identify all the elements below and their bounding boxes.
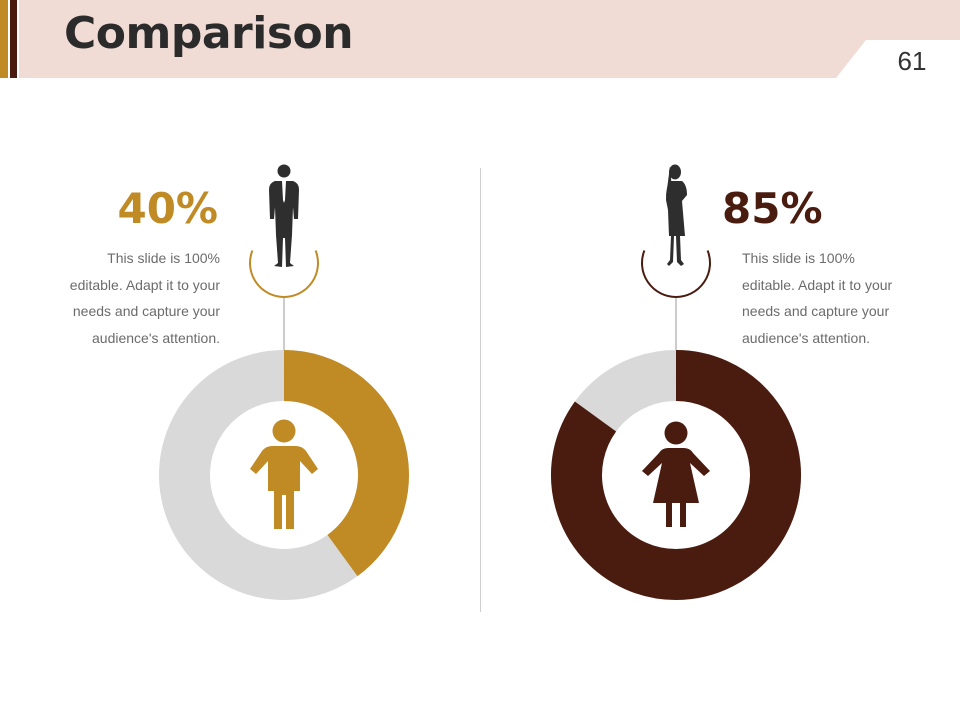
female-ring-accent	[641, 250, 711, 298]
page-title: Comparison	[64, 8, 354, 59]
male-donut-value-arc	[283, 350, 409, 577]
female-description-line: needs and capture your	[742, 303, 890, 319]
businesswoman-silhouette-icon	[666, 164, 687, 266]
header-accent-maroon	[10, 0, 17, 78]
female-description: This slide is 100% editable. Adapt it to…	[742, 245, 942, 351]
male-description-line: audience's attention.	[92, 329, 220, 346]
header-band	[0, 0, 960, 78]
male-ring-accent	[249, 250, 319, 298]
female-percentage-label: 85%	[722, 184, 823, 233]
woman-icon	[642, 421, 710, 527]
male-percentage-label: 40%	[117, 184, 218, 233]
man-icon	[250, 419, 318, 529]
male-description-line: editable. Adapt it to your	[69, 276, 220, 293]
female-description-line: This slide is 100%	[742, 250, 855, 266]
header-title-band	[19, 0, 960, 78]
female-donut-value-arc	[551, 350, 801, 600]
female-description-line: editable. Adapt it to your	[742, 276, 893, 293]
male-description: This slide is 100% editable. Adapt it to…	[20, 245, 220, 351]
header-accent-gold	[0, 0, 8, 78]
male-description-line: needs and capture your	[72, 303, 220, 319]
center-divider	[480, 168, 481, 612]
male-description-line: This slide is 100%	[107, 250, 220, 266]
page-number: 61	[897, 46, 927, 76]
female-description-line: audience's attention.	[742, 329, 870, 346]
businessman-silhouette-icon	[269, 164, 299, 267]
